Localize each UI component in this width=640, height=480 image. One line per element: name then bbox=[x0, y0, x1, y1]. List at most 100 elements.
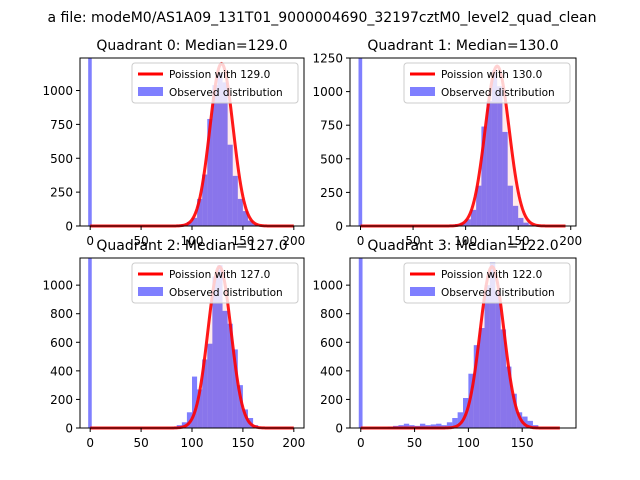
histogram-bar bbox=[202, 359, 208, 428]
x-tick-label: 50 bbox=[133, 234, 148, 248]
histogram-bar bbox=[88, 258, 92, 428]
quadrant-2-title: Quadrant 2: Median=127.0 bbox=[96, 238, 287, 254]
histogram-bar bbox=[522, 416, 528, 428]
histogram-bar bbox=[232, 175, 238, 226]
y-tick-label: 200 bbox=[50, 393, 73, 407]
x-tick-label: 150 bbox=[231, 436, 254, 450]
quadrant-3-legend: Poission with 122.0 Observed distribution bbox=[403, 262, 571, 304]
histogram-bar bbox=[227, 144, 233, 226]
x-tick-label: 100 bbox=[457, 436, 480, 450]
x-tick-label: 100 bbox=[181, 234, 204, 248]
legend-box bbox=[131, 62, 299, 104]
histogram-bar bbox=[507, 185, 513, 226]
y-tick-label: 200 bbox=[320, 393, 343, 407]
x-tick-label: 50 bbox=[407, 436, 422, 450]
x-tick-label: 0 bbox=[86, 436, 94, 450]
histogram-bar bbox=[207, 118, 213, 226]
histogram-bar bbox=[476, 185, 482, 226]
histogram-bar bbox=[511, 393, 517, 428]
histogram-bar bbox=[484, 285, 490, 428]
poisson-fit-fill bbox=[360, 266, 560, 428]
histogram-bar bbox=[473, 345, 480, 428]
y-tick-label: 500 bbox=[50, 152, 73, 166]
histogram-bar bbox=[419, 423, 426, 428]
legend-fit-label: Poission with 130.0 bbox=[441, 69, 542, 81]
quadrant-0-title: Quadrant 0: Median=129.0 bbox=[96, 38, 287, 54]
y-tick-label: 1000 bbox=[42, 84, 73, 98]
histogram-bar bbox=[237, 198, 243, 226]
quadrant-0-legend: Poission with 129.0 Observed distribution bbox=[131, 62, 299, 104]
histogram-bar bbox=[227, 323, 233, 428]
histogram-bar bbox=[242, 211, 248, 226]
legend-observed-swatch bbox=[410, 87, 435, 96]
legend-fit-label: Poission with 122.0 bbox=[441, 269, 542, 281]
x-tick-label: 200 bbox=[559, 234, 582, 248]
histogram-bar bbox=[403, 423, 410, 428]
histogram-bar bbox=[212, 85, 218, 226]
legend-fit-label: Poission with 127.0 bbox=[169, 269, 270, 281]
y-tick-label: 800 bbox=[50, 307, 73, 321]
y-tick-label: 500 bbox=[320, 152, 343, 166]
histogram-bar bbox=[506, 366, 512, 428]
x-tick-label: 100 bbox=[181, 436, 204, 450]
x-tick-label: 0 bbox=[357, 436, 365, 450]
x-tick-label: 200 bbox=[282, 234, 305, 248]
x-tick-label: 150 bbox=[231, 234, 254, 248]
legend-observed-label: Observed distribution bbox=[169, 287, 283, 299]
x-tick-label: 200 bbox=[282, 436, 305, 450]
histogram-bar bbox=[452, 418, 458, 428]
y-tick-label: 0 bbox=[65, 422, 73, 436]
y-tick-label: 800 bbox=[320, 307, 343, 321]
y-tick-label: 400 bbox=[320, 364, 343, 378]
histogram-bar bbox=[197, 198, 203, 226]
quadrant-0-histogram bbox=[88, 58, 264, 226]
histogram-bar bbox=[489, 262, 496, 428]
x-tick-label: 50 bbox=[405, 234, 420, 248]
histogram-bar bbox=[88, 58, 92, 226]
quadrant-1-legend: Poission with 130.0 Observed distribution bbox=[403, 62, 571, 104]
legend-observed-swatch bbox=[138, 287, 163, 296]
quadrant-3-axes: 0 50 100 150 0 200 400 600 800 1000 Quadrant 3: Me… bbox=[312, 238, 577, 450]
y-tick-label: 750 bbox=[50, 118, 73, 132]
histogram-bar bbox=[497, 86, 503, 226]
histogram-bar bbox=[527, 420, 533, 428]
legend-fit-label: Poission with 129.0 bbox=[169, 69, 270, 81]
poisson-fit-fill bbox=[360, 66, 566, 226]
quadrant-3-title: Quadrant 3: Median=122.0 bbox=[367, 238, 558, 254]
y-tick-label: 1250 bbox=[312, 52, 343, 66]
quadrant-0-axes: 0 50 100 150 200 0 250 500 750 1000 Quadrant 0: Me… bbox=[42, 38, 305, 248]
histogram-bar bbox=[495, 290, 501, 428]
histogram-bar bbox=[446, 422, 453, 428]
x-tick-label: 50 bbox=[133, 436, 148, 450]
legend-observed-label: Observed distribution bbox=[441, 87, 555, 99]
y-tick-label: 0 bbox=[65, 220, 73, 234]
y-tick-label: 750 bbox=[320, 119, 343, 133]
axes-frame bbox=[349, 257, 577, 429]
y-tick-label: 1000 bbox=[312, 279, 343, 293]
histogram-bar bbox=[457, 412, 463, 428]
legend-observed-label: Observed distribution bbox=[169, 87, 283, 99]
histogram-bar bbox=[237, 385, 243, 428]
histogram-bar bbox=[491, 70, 498, 226]
histogram-bar bbox=[222, 310, 228, 428]
histogram-bar bbox=[207, 343, 213, 428]
y-tick-label: 0 bbox=[335, 220, 343, 234]
histogram-bar bbox=[358, 58, 363, 226]
y-tick-label: 0 bbox=[335, 422, 343, 436]
figure-suptitle: a file: modeM0/AS1A09_131T01_9000004690_… bbox=[48, 10, 597, 26]
y-tick-label: 250 bbox=[320, 186, 343, 200]
axes-frame bbox=[349, 57, 577, 227]
legend-box bbox=[403, 62, 571, 104]
histogram-bar bbox=[486, 101, 492, 226]
y-tick-label: 600 bbox=[50, 336, 73, 350]
x-tick-label: 150 bbox=[511, 436, 534, 450]
quadrant-2-axes: 0 50 100 150 200 0 200 400 600 800 1000 Quadrant 2:… bbox=[42, 238, 305, 450]
histogram-bar bbox=[500, 329, 507, 428]
histogram-bar bbox=[430, 424, 437, 428]
histogram-bar bbox=[217, 72, 223, 226]
histogram-bar bbox=[479, 328, 485, 428]
histogram-bar bbox=[436, 423, 442, 428]
y-tick-label: 1000 bbox=[42, 279, 73, 293]
